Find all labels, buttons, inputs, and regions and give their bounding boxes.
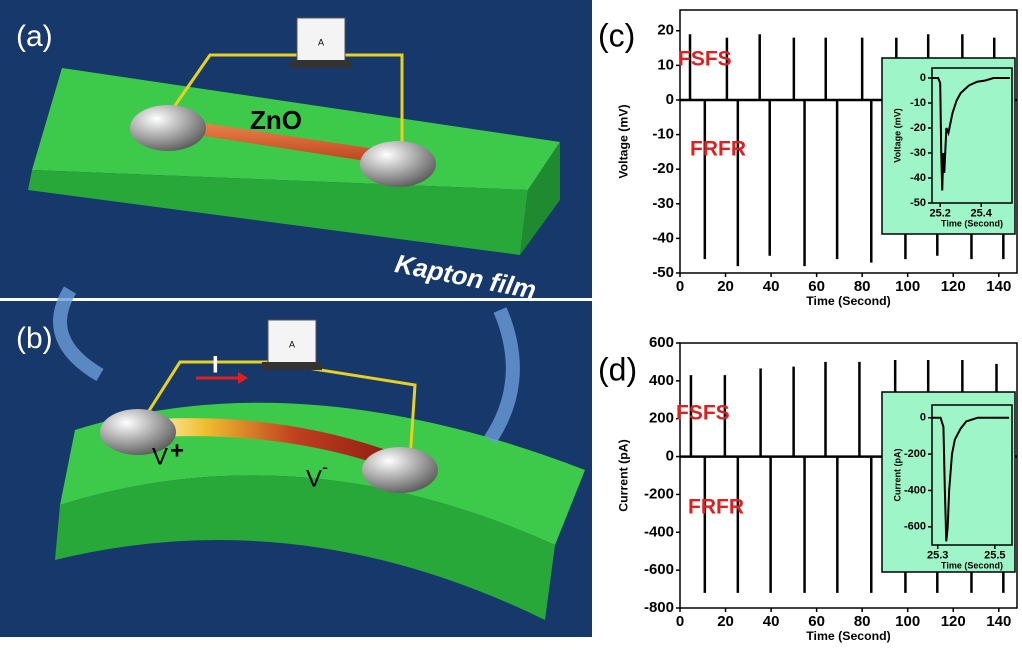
electrode — [100, 409, 176, 455]
film-side — [520, 142, 560, 255]
voltage-label: V — [306, 465, 322, 492]
bend-arrow — [484, 307, 520, 444]
y-tick-label: -200 — [644, 485, 674, 502]
x-tick-label: 25.4 — [971, 207, 993, 219]
x-tick-label: 0 — [676, 278, 684, 295]
y-tick-label: 0 — [666, 91, 674, 108]
x-tick-label: 120 — [941, 278, 966, 295]
y-tick-label: -20 — [652, 160, 674, 177]
inset-box — [881, 391, 1016, 573]
voltage-sign: - — [322, 457, 328, 477]
zno-wire — [165, 118, 395, 165]
bend-arrow — [53, 286, 104, 382]
panel-label: (c) — [598, 17, 635, 53]
meter-label: A — [289, 339, 295, 349]
y-tick-label: 400 — [649, 372, 674, 389]
y-tick-label: -800 — [644, 599, 674, 616]
y-tick-label: -600 — [904, 521, 926, 533]
panel-label: (b) — [16, 322, 53, 355]
y-tick-label: -600 — [644, 561, 674, 578]
panel-label: (a) — [16, 20, 53, 53]
x-axis-label: Time (Second) — [941, 560, 1003, 570]
film-top — [60, 402, 585, 545]
x-tick-label: 120 — [941, 613, 966, 630]
y-tick-label: 10 — [657, 56, 674, 73]
y-tick-label: -400 — [904, 484, 926, 496]
x-tick-label: 60 — [808, 613, 825, 630]
x-tick-label: 80 — [854, 278, 871, 295]
y-tick-label: -30 — [910, 147, 926, 159]
y-tick-label: 0 — [666, 448, 674, 465]
y-tick-label: -50 — [652, 264, 674, 281]
trace — [932, 77, 1010, 191]
y-tick-label: -40 — [652, 229, 674, 246]
zno-wire-strained — [138, 418, 400, 470]
ammeter-base — [262, 362, 322, 370]
y-tick-label: -10 — [910, 97, 926, 109]
x-tick-label: 100 — [895, 278, 920, 295]
y-tick-label: -400 — [644, 523, 674, 540]
voltage-label: V — [152, 443, 168, 470]
x-tick-label: 25.5 — [984, 549, 1005, 561]
y-tick-label: -40 — [910, 172, 926, 184]
y-tick-label: 0 — [920, 412, 926, 424]
y-tick-label: 20 — [657, 22, 674, 39]
x-tick-label: 25.2 — [929, 207, 950, 219]
annotation: FSFS — [676, 402, 730, 425]
current-label: I — [212, 351, 219, 378]
x-tick-label: 25.3 — [927, 549, 948, 561]
film-front — [28, 170, 528, 255]
annotation: FRFR — [688, 496, 744, 519]
y-tick-label: -20 — [910, 122, 926, 134]
x-axis-label: Time (Second) — [806, 629, 891, 643]
x-tick-label: 100 — [895, 613, 920, 630]
electrode — [360, 141, 436, 187]
y-tick-label: 600 — [649, 334, 674, 351]
y-tick-label: -10 — [652, 126, 674, 143]
x-axis-label: Time (Second) — [806, 294, 891, 308]
x-tick-label: 40 — [763, 613, 780, 630]
y-axis-label: Current (pA) — [616, 439, 630, 511]
y-tick-label: -200 — [904, 448, 926, 460]
inset-box — [881, 57, 1016, 235]
meter-label: A — [318, 37, 324, 47]
x-tick-label: 140 — [986, 613, 1011, 630]
y-tick-label: 200 — [649, 410, 674, 427]
voltage-sign: + — [170, 437, 184, 464]
annotation: FSFS — [678, 48, 732, 71]
x-tick-label: 20 — [717, 613, 734, 630]
ammeter-base — [290, 60, 352, 68]
x-tick-label: 40 — [763, 278, 780, 295]
x-tick-label: 0 — [676, 613, 684, 630]
panel-label: (d) — [598, 351, 637, 387]
film-front — [55, 475, 555, 620]
x-tick-label: 60 — [808, 278, 825, 295]
annotation: FRFR — [690, 138, 746, 161]
plot-frame — [931, 67, 1013, 204]
x-axis-label: Time (Second) — [941, 218, 1003, 228]
trace — [932, 416, 1010, 542]
plot-frame — [931, 404, 1013, 546]
plot-frame — [679, 342, 1018, 609]
wire-label: ZnO — [250, 105, 302, 135]
x-tick-label: 80 — [854, 613, 871, 630]
y-axis-label: Voltage (mV) — [892, 108, 902, 162]
electrode — [130, 105, 206, 151]
y-axis-label: Voltage (mV) — [616, 104, 630, 178]
plot-frame — [679, 9, 1018, 274]
x-tick-label: 140 — [986, 278, 1011, 295]
y-tick-label: -30 — [652, 195, 674, 212]
y-axis-label: Current (pA) — [892, 448, 902, 501]
x-tick-label: 20 — [717, 278, 734, 295]
electrode — [362, 447, 438, 493]
y-tick-label: 0 — [920, 72, 926, 84]
current-arrowhead — [238, 372, 248, 384]
ammeter — [296, 17, 346, 63]
y-tick-label: -50 — [910, 197, 926, 209]
